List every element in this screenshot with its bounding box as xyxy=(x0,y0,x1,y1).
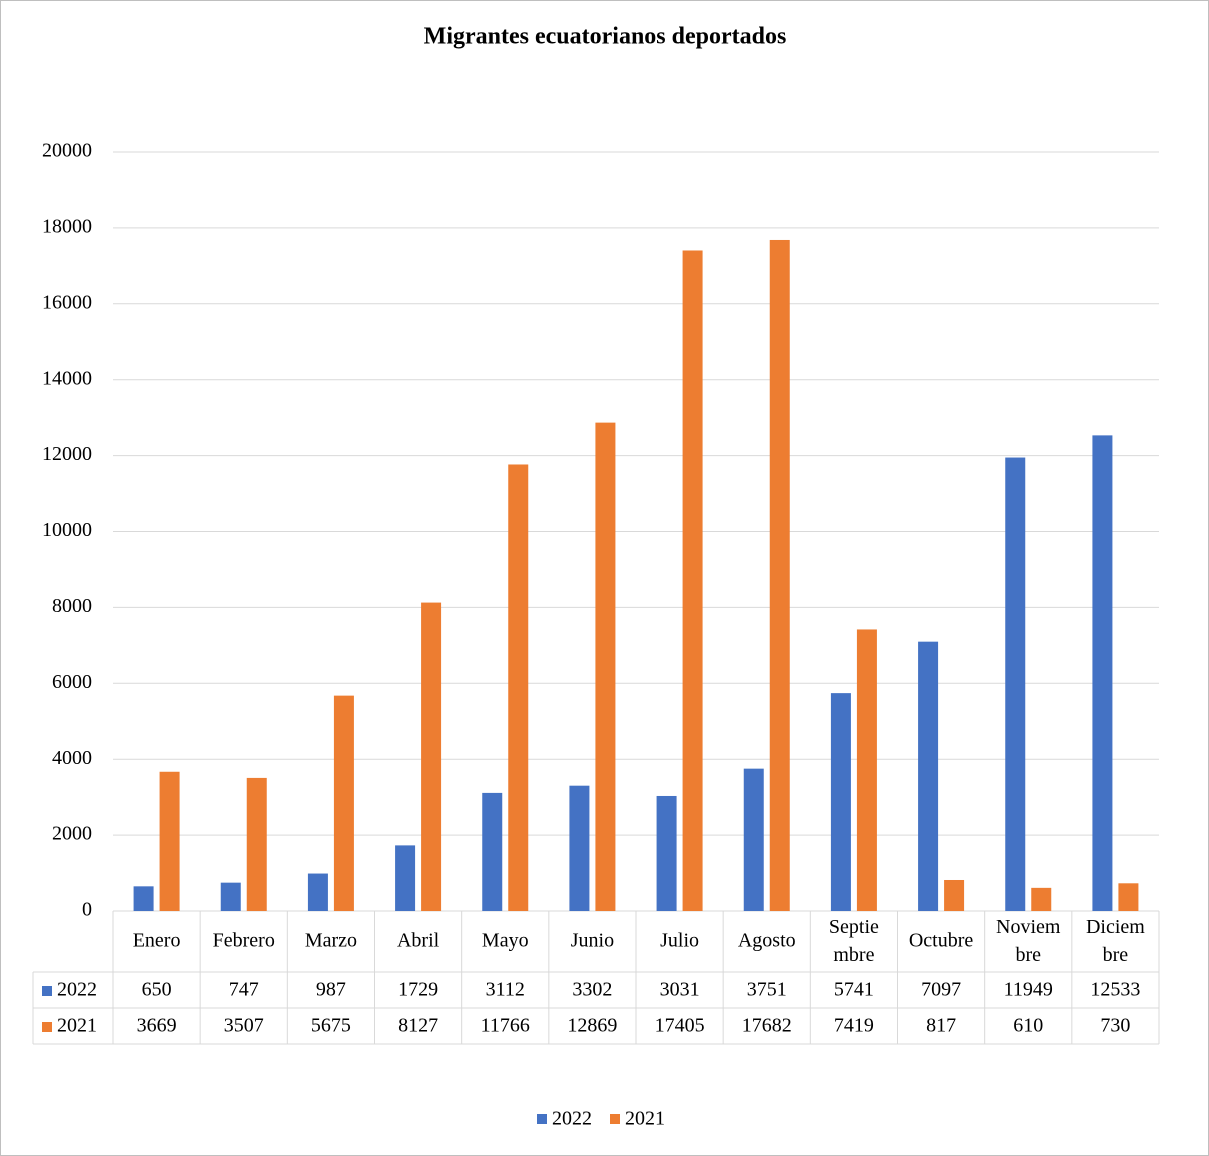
table-value: 730 xyxy=(1100,1015,1130,1037)
y-tick-label: 14000 xyxy=(42,367,92,389)
y-tick-label: 6000 xyxy=(52,671,92,693)
bar xyxy=(307,873,328,911)
legend-label: 2021 xyxy=(625,1108,665,1130)
y-tick-label: 10000 xyxy=(42,519,92,541)
table-legend-label: 2021 xyxy=(57,1015,97,1037)
y-tick-label: 4000 xyxy=(52,747,92,769)
table-value: 8127 xyxy=(398,1015,438,1037)
table-value: 12533 xyxy=(1090,979,1140,1001)
bar xyxy=(220,882,241,911)
bar xyxy=(569,785,590,911)
x-tick-label: Mayo xyxy=(482,930,529,952)
bar xyxy=(333,695,354,911)
x-tick-label: Junio xyxy=(571,930,614,952)
bar xyxy=(769,239,790,912)
table-value: 11766 xyxy=(481,1015,530,1037)
bar xyxy=(856,629,877,911)
table-value: 3302 xyxy=(572,979,612,1001)
x-tick-label: Diciem bre xyxy=(1086,916,1145,966)
table-legend-key xyxy=(42,1022,52,1032)
bar xyxy=(1031,887,1052,911)
table-value: 5741 xyxy=(834,979,874,1001)
x-tick-label: Octubre xyxy=(909,930,974,952)
x-tick-label: Marzo xyxy=(305,930,357,952)
table-value: 3669 xyxy=(137,1015,177,1037)
table-value: 11949 xyxy=(1004,979,1053,1001)
legend-label: 2022 xyxy=(552,1108,592,1130)
x-tick-label: Septie mbre xyxy=(829,916,879,966)
table-value: 17682 xyxy=(742,1015,792,1037)
bar xyxy=(682,250,703,912)
bar xyxy=(656,795,677,911)
y-tick-label: 8000 xyxy=(52,595,92,617)
x-tick-label: Agosto xyxy=(738,930,796,952)
y-tick-label: 16000 xyxy=(42,291,92,313)
table-value: 1729 xyxy=(398,979,438,1001)
table-value: 747 xyxy=(229,979,259,1001)
table-value: 17405 xyxy=(655,1015,705,1037)
y-tick-label: 18000 xyxy=(42,215,92,237)
legend-key xyxy=(537,1114,547,1124)
y-tick-label: 12000 xyxy=(42,443,92,465)
table-value: 3751 xyxy=(747,979,787,1001)
bar xyxy=(1092,435,1113,911)
table-value: 610 xyxy=(1013,1015,1043,1037)
bar xyxy=(944,879,965,911)
x-tick-label: Noviem bre xyxy=(996,916,1061,966)
y-tick-label: 2000 xyxy=(52,823,92,845)
table-value: 817 xyxy=(926,1015,956,1037)
x-tick-label: Febrero xyxy=(213,930,275,952)
table-value: 12869 xyxy=(567,1015,617,1037)
bar xyxy=(1005,457,1026,911)
chart-title: Migrantes ecuatorianos deportados xyxy=(424,24,787,50)
bar xyxy=(482,792,503,911)
bar xyxy=(421,602,442,911)
table-value: 3507 xyxy=(224,1015,264,1037)
x-tick-label: Julio xyxy=(660,930,699,952)
y-tick-label: 20000 xyxy=(42,140,92,162)
table-legend-label: 2022 xyxy=(57,979,97,1001)
bar xyxy=(830,693,851,911)
table-value: 7419 xyxy=(834,1015,874,1037)
bar xyxy=(918,641,939,911)
bar xyxy=(395,845,416,911)
x-tick-label: Enero xyxy=(133,930,181,952)
table-value: 3112 xyxy=(486,979,525,1001)
table-value: 650 xyxy=(142,979,172,1001)
bar xyxy=(246,777,267,911)
y-tick-label: 0 xyxy=(82,899,92,921)
bar xyxy=(1118,883,1139,911)
table-value: 987 xyxy=(316,979,346,1001)
table-value: 7097 xyxy=(921,979,961,1001)
bar xyxy=(595,422,616,911)
bar xyxy=(159,771,180,911)
bar xyxy=(743,768,764,911)
table-legend-key xyxy=(42,986,52,996)
legend-key xyxy=(610,1114,620,1124)
bar xyxy=(133,886,154,911)
bar xyxy=(508,464,529,911)
table-value: 5675 xyxy=(311,1015,351,1037)
x-tick-label: Abril xyxy=(397,930,440,952)
table-value: 3031 xyxy=(660,979,700,1001)
